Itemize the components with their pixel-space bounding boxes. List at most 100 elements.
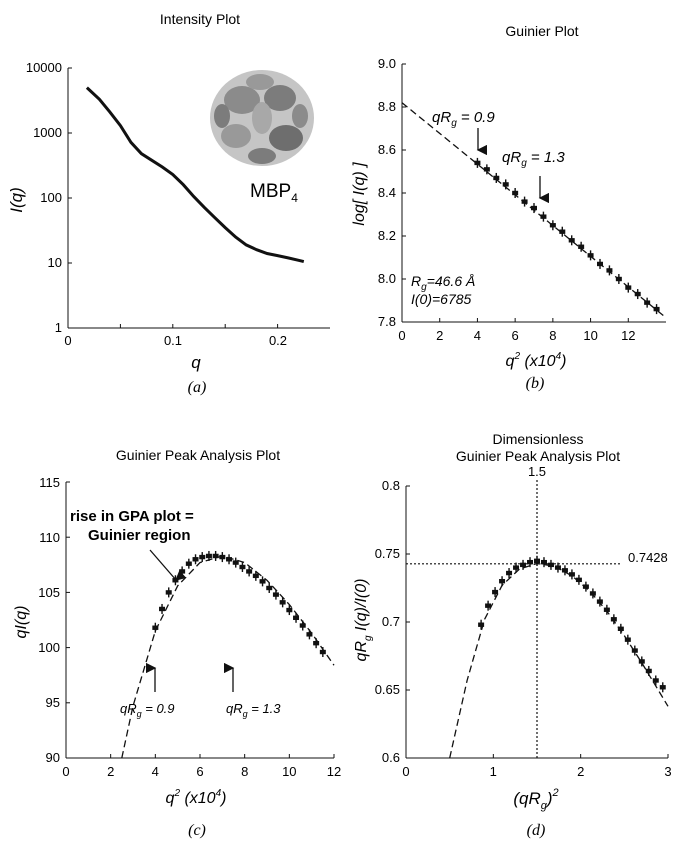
panel-b-point-14-marker xyxy=(606,268,613,273)
panel-d-point-5-marker xyxy=(513,565,520,570)
panel-c-annotation-line1: rise in GPA plot = xyxy=(70,508,194,525)
panel-c-point-7-marker xyxy=(199,554,206,560)
panel-c-point-20-marker xyxy=(286,607,293,613)
panel-b-point-4 xyxy=(512,188,519,198)
panel-b-ytick-5: 8.8 xyxy=(378,99,396,114)
panel-c-annotation-qrg-09: qRg = 0.9 xyxy=(120,701,175,719)
panel-d-point-7-marker xyxy=(527,559,534,565)
panel-b-point-16-marker xyxy=(625,285,632,290)
panel-c-arrow-rise xyxy=(149,549,187,581)
panel-b: Guinier Plot 0 2 4 6 8 10 12 7.8 8.0 8.2… xyxy=(351,23,667,392)
panel-b-xtick-2: 4 xyxy=(474,328,481,343)
panel-d-point-17-marker xyxy=(596,599,603,604)
panel-c-point-16-marker xyxy=(259,579,266,584)
panel-b-ylabel: log[ I(q) ] xyxy=(351,162,368,226)
panel-a-xtick-0: 0 xyxy=(64,333,71,348)
panel-c-point-0 xyxy=(152,622,159,633)
panel-b-point-0 xyxy=(474,157,481,168)
panel-b-xtick-5: 10 xyxy=(583,328,597,343)
panel-c-point-5 xyxy=(185,558,192,569)
panel-d-point-2 xyxy=(492,587,499,598)
panel-c-ticks xyxy=(65,481,335,759)
panel-b-xticklabels: 0 2 4 6 8 10 12 xyxy=(398,328,635,343)
panel-b-xtick-6: 12 xyxy=(621,328,635,343)
panel-b-point-19 xyxy=(653,304,660,315)
panel-d-xtick-0: 0 xyxy=(402,764,409,779)
panel-b-point-5 xyxy=(521,196,528,207)
panel-a-xlabel: q xyxy=(191,353,201,372)
panel-c-point-9 xyxy=(212,550,219,561)
panel-d-point-9 xyxy=(540,557,547,568)
panel-b-annotation-rg: Rg=46.6 Å xyxy=(411,273,475,293)
panel-d-ytick-1: 0.65 xyxy=(375,682,400,697)
panel-b-xtick-0: 0 xyxy=(398,328,405,343)
panel-b-data-points xyxy=(474,157,660,315)
panel-a-ytick-4: 10000 xyxy=(26,60,62,75)
panel-b-point-13 xyxy=(597,258,603,269)
panel-d-point-14 xyxy=(575,574,582,585)
panel-c-point-14-marker xyxy=(246,569,253,574)
panel-b-point-10-marker xyxy=(568,238,575,243)
panel-d: Dimensionless Guinier Peak Analysis Plot… xyxy=(353,431,672,839)
panel-d-point-0-marker xyxy=(478,622,485,627)
panel-c-point-4 xyxy=(179,566,186,577)
panel-c: Guinier Peak Analysis Plot 0 2 4 6 8 10 … xyxy=(13,447,341,839)
panel-b-point-7 xyxy=(540,211,547,222)
panel-d-point-24-marker xyxy=(645,668,652,674)
panel-c-ytick-1: 95 xyxy=(46,695,60,710)
panel-b-point-8 xyxy=(549,220,556,231)
panel-c-point-21 xyxy=(293,612,300,623)
panel-b-xtick-4: 8 xyxy=(549,328,556,343)
panel-b-ytick-2: 8.2 xyxy=(378,228,396,243)
panel-d-point-21 xyxy=(624,634,631,645)
panel-a-ytick-3: 1000 xyxy=(33,125,62,140)
panel-b-ytick-0: 7.8 xyxy=(378,314,396,329)
panel-c-annotation-qrg-13: qRg = 1.3 xyxy=(226,701,281,719)
panel-b-point-6 xyxy=(531,203,537,214)
panel-d-xtick-3: 3 xyxy=(664,764,671,779)
panel-d-xtick-1: 1 xyxy=(490,764,497,779)
panel-d-point-22-marker xyxy=(631,648,638,653)
panel-d-point-25 xyxy=(652,675,659,686)
panel-a-xticklabels: 0 0.1 0.2 xyxy=(64,333,287,348)
panel-b-point-17-marker xyxy=(634,291,641,297)
panel-b-ytick-1: 8.0 xyxy=(378,271,396,286)
panel-d-title-line1: Dimensionless xyxy=(492,431,583,447)
panel-c-point-24-marker xyxy=(313,640,320,646)
panel-d-point-16 xyxy=(589,588,596,599)
panel-c-point-21-marker xyxy=(293,615,300,620)
panel-c-point-6 xyxy=(192,554,199,565)
panel-d-xtick-2: 2 xyxy=(577,764,584,779)
panel-a-ytick-2: 100 xyxy=(40,190,62,205)
panel-c-point-12 xyxy=(232,557,239,568)
panel-d-point-14-marker xyxy=(575,577,582,583)
panel-c-point-2-marker xyxy=(165,590,172,595)
panel-c-point-11 xyxy=(226,554,233,565)
panel-c-point-1-marker xyxy=(159,606,166,612)
panel-b-point-9-marker xyxy=(559,229,566,234)
panel-d-title-line2: Guinier Peak Analysis Plot xyxy=(456,448,620,464)
panel-c-point-19-marker xyxy=(279,600,286,605)
panel-b-xlabel: q2 (x104) xyxy=(506,351,567,370)
panel-c-title: Guinier Peak Analysis Plot xyxy=(116,447,280,463)
panel-c-point-5-marker xyxy=(185,561,192,566)
panel-b-point-16 xyxy=(625,282,632,293)
panel-c-point-18-marker xyxy=(272,592,279,597)
panel-c-point-20 xyxy=(286,605,293,616)
panel-b-point-12-marker xyxy=(587,253,594,258)
panel-d-data-points xyxy=(478,555,666,693)
panel-b-point-15-marker xyxy=(615,276,622,282)
panel-d-point-10-marker xyxy=(547,562,554,568)
panel-b-point-14 xyxy=(606,265,613,276)
panel-d-point-23-marker xyxy=(638,659,645,664)
panel-d-point-19-marker xyxy=(610,617,617,622)
panel-c-point-11-marker xyxy=(226,557,233,562)
panel-a-intensity-curve xyxy=(85,86,305,264)
panel-d-label: (d) xyxy=(527,822,546,839)
panel-b-point-11 xyxy=(578,241,585,252)
panel-c-point-25-marker xyxy=(319,649,326,655)
panel-c-data-points xyxy=(152,550,326,658)
panel-d-point-4-marker xyxy=(506,570,513,576)
panel-b-point-3 xyxy=(502,179,509,190)
panel-a-label: (a) xyxy=(188,379,207,396)
